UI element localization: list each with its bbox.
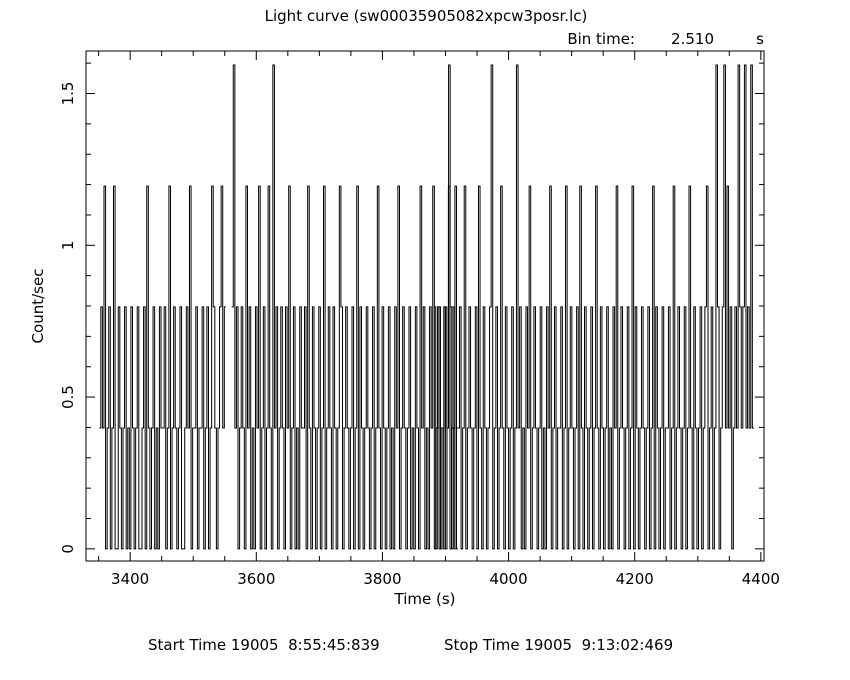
x-tick-label: 4200 <box>616 570 654 588</box>
bin-time-value: 2.510 <box>671 30 714 48</box>
y-tick-label: 1 <box>59 241 77 251</box>
y-tick-label: 1.5 <box>59 82 77 106</box>
stop-time: Stop Time 19005 9:13:02:469 <box>444 636 674 654</box>
x-tick-label: 3600 <box>237 570 275 588</box>
x-tick-label: 3800 <box>363 570 401 588</box>
y-axis-label: Count/sec <box>29 269 47 344</box>
x-axis-label: Time (s) <box>394 590 456 608</box>
data-layer <box>99 64 754 550</box>
light-curve-segment-1 <box>99 185 226 550</box>
light-curve-segment-2 <box>231 64 459 550</box>
axis-layer: 3400 3600 3800 4000 4200 4400 0 0.5 1 1.5 <box>59 51 780 588</box>
x-tick-label: 3400 <box>111 570 149 588</box>
chart-title: Light curve (sw00035905082xpcw3posr.lc) <box>265 7 588 25</box>
x-tick-label: 4000 <box>489 570 527 588</box>
bin-time-unit: s <box>756 30 764 48</box>
light-curve-segment-3 <box>434 64 754 550</box>
bin-time-label: Bin time: <box>567 30 635 48</box>
x-tick-label: 4400 <box>742 570 780 588</box>
y-tick-label: 0 <box>59 544 77 554</box>
y-tick-label: 0.5 <box>59 385 77 409</box>
start-time: Start Time 19005 8:55:45:839 <box>148 636 380 654</box>
